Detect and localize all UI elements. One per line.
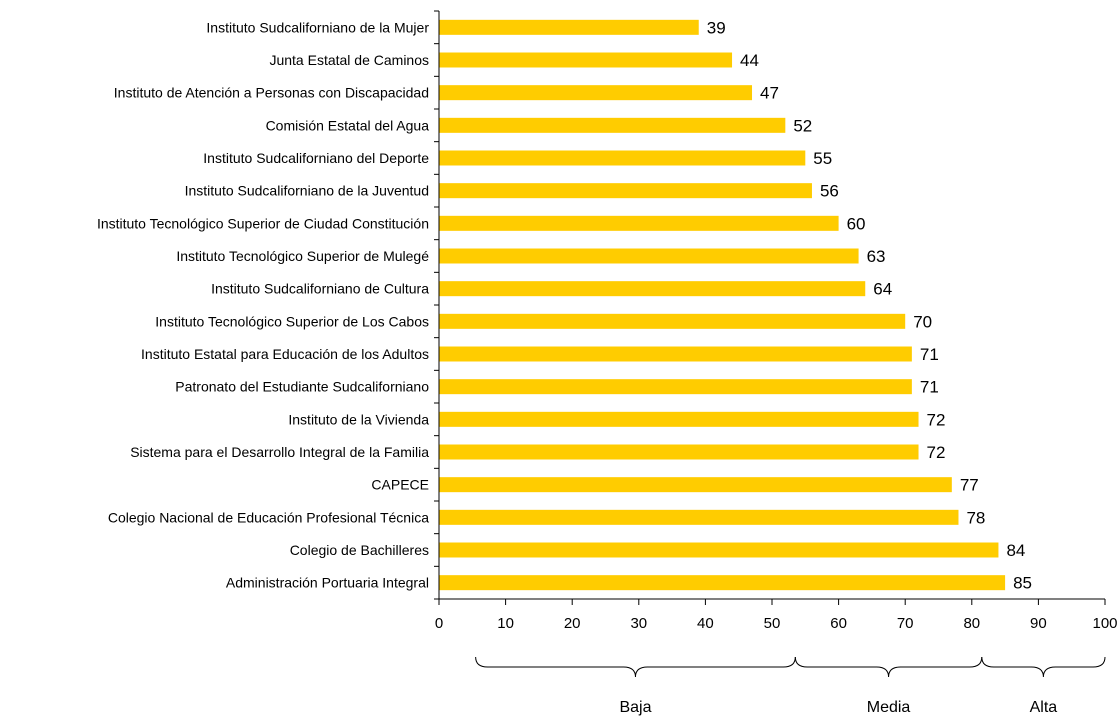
x-tick-label: 100 [1092,615,1117,632]
value-label: 55 [813,149,832,168]
category-label: Instituto Sudcaliforniano de Cultura [211,281,429,297]
bar [439,117,786,133]
value-label: 84 [1006,541,1025,560]
range-braces-group: Baja Media Alta [475,656,1106,716]
category-label: CAPECE [371,477,429,493]
bar [439,150,806,166]
range-brace [794,656,983,678]
value-label: 85 [1013,574,1032,593]
value-label: 47 [760,84,779,103]
x-tick-label: 60 [830,615,847,632]
range-label: Media [867,699,911,716]
range-brace [981,656,1106,678]
category-label: Instituto de la Vivienda [288,411,429,427]
value-label: 63 [867,247,886,266]
bar [439,85,753,101]
bar [439,19,699,35]
category-label: Instituto Sudcaliforniano del Deporte [203,150,429,166]
category-label: Instituto Sudcaliforniano de la Juventud [185,183,429,199]
category-label: Junta Estatal de Caminos [269,52,429,68]
value-label: 72 [927,410,946,429]
bar [439,183,812,199]
x-tick-label: 70 [897,615,914,632]
bar [439,509,959,525]
x-tick-label: 50 [764,615,781,632]
bar [439,477,952,493]
x-tick-label: 90 [1030,615,1047,632]
bar [439,52,733,68]
category-label: Instituto Tecnológico Superior de Los Ca… [155,313,429,329]
x-tick-label: 20 [564,615,581,632]
category-label: Instituto Tecnológico Superior de Mulegé [176,248,429,264]
value-label: 64 [873,280,892,299]
bar [439,542,999,558]
x-tick-label: 30 [630,615,647,632]
bar [439,411,919,427]
value-label: 44 [740,51,759,70]
bar [439,215,839,231]
bar [439,281,866,297]
x-tick-label: 40 [697,615,714,632]
x-tick-label: 10 [497,615,514,632]
bar [439,379,912,395]
category-label: Colegio Nacional de Educación Profesiona… [108,509,429,525]
value-label: 71 [920,345,939,364]
category-label: Instituto Sudcaliforniano de la Mujer [206,19,429,35]
bar [439,575,1006,591]
x-tick-label: 0 [435,615,443,632]
category-label: Instituto de Atención a Personas con Dis… [114,85,429,101]
category-label: Colegio de Bachilleres [290,542,429,558]
category-label: Patronato del Estudiante Sudcaliforniano [175,379,429,395]
value-label: 70 [913,312,932,331]
value-label: 56 [820,182,839,201]
category-label: Administración Portuaria Integral [226,575,429,591]
value-label: 60 [847,214,866,233]
bar [439,346,912,362]
bar [439,444,919,460]
bar [439,313,906,329]
range-label: Baja [619,699,651,716]
category-label: Instituto Tecnológico Superior de Ciudad… [97,215,429,231]
bars-group: Instituto Sudcaliforniano de la Mujer 39 J… [97,18,1032,592]
bar [439,248,859,264]
value-label: 78 [966,508,985,527]
axes-group: 0 10 20 30 40 50 60 70 80 90 100 [434,10,1118,632]
range-label: Alta [1030,699,1058,716]
category-label: Instituto Estatal para Educación de los … [141,346,429,362]
value-label: 52 [793,116,812,135]
range-brace [475,656,796,678]
value-label: 77 [960,476,979,495]
category-label: Sistema para el Desarrollo Integral de l… [130,444,429,460]
value-label: 72 [927,443,946,462]
x-tick-label: 80 [963,615,980,632]
category-label: Comisión Estatal del Agua [266,117,430,133]
value-label: 39 [707,18,726,37]
value-label: 71 [920,378,939,397]
